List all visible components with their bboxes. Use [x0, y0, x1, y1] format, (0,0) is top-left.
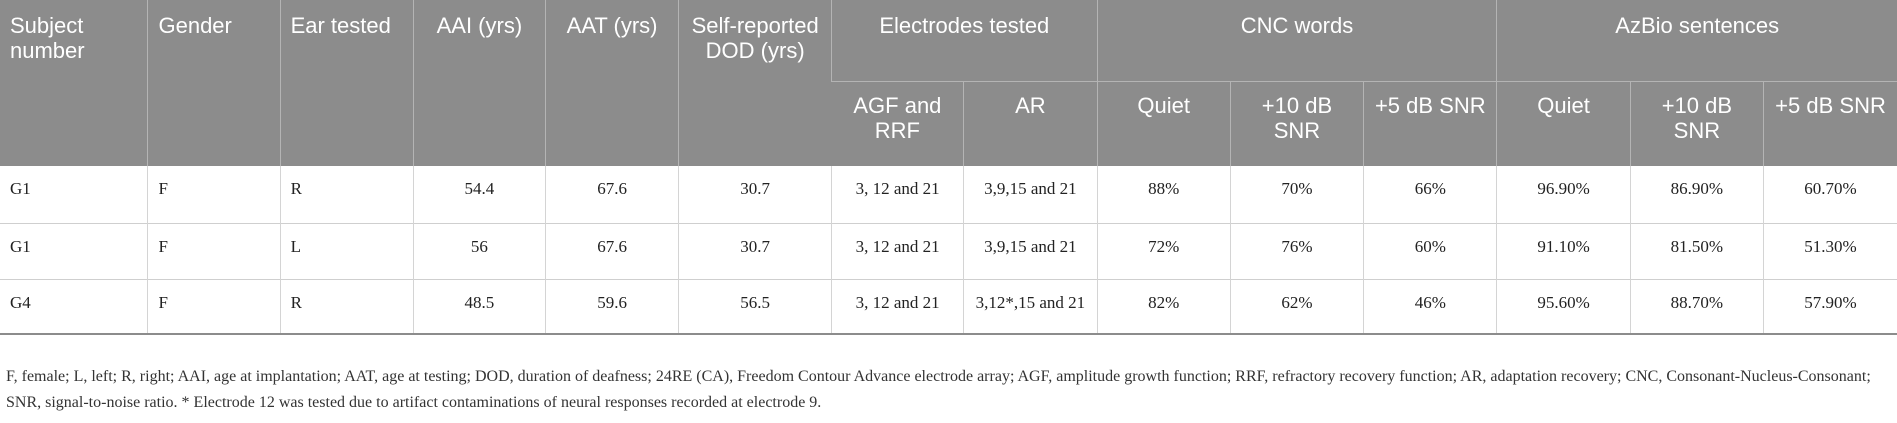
- header-ar: AR: [963, 80, 1098, 166]
- cell-azbio-quiet: 91.10%: [1496, 222, 1631, 279]
- cell-ear: R: [279, 166, 414, 223]
- cell-azbio-10db: 86.90%: [1629, 166, 1764, 223]
- cell-cnc-5db: 60%: [1363, 222, 1497, 279]
- cell-azbio-5db: 60.70%: [1763, 166, 1897, 223]
- cell-azbio-10db: 88.70%: [1629, 278, 1764, 335]
- table-row: G1 F R 54.4 67.6 30.7 3, 12 and 21 3,9,1…: [0, 166, 1897, 223]
- cell-dod: 30.7: [678, 166, 832, 223]
- cell-aat: 59.6: [544, 278, 679, 335]
- header-azbio-sentences: AzBio sentences: [1496, 0, 1897, 81]
- cell-cnc-10db: 76%: [1229, 222, 1364, 279]
- cell-agf-rrf: 3, 12 and 21: [831, 278, 964, 335]
- cell-azbio-5db: 57.90%: [1763, 278, 1897, 335]
- cell-aai: 56: [412, 222, 546, 279]
- cell-ar: 3,9,15 and 21: [963, 166, 1098, 223]
- header-dod: Self-reported DOD (yrs): [678, 0, 832, 166]
- table-body: G1 F R 54.4 67.6 30.7 3, 12 and 21 3,9,1…: [0, 166, 1897, 335]
- table-header: Subject number Gender Ear tested AAI (yr…: [0, 0, 1897, 166]
- cell-gender: F: [147, 166, 281, 223]
- header-cnc-5db: +5 dB SNR: [1363, 80, 1497, 166]
- cell-cnc-5db: 66%: [1363, 166, 1497, 223]
- cell-aai: 48.5: [412, 278, 546, 335]
- cell-agf-rrf: 3, 12 and 21: [831, 166, 964, 223]
- cell-ear: R: [279, 278, 414, 335]
- header-azbio-quiet: Quiet: [1496, 80, 1631, 166]
- header-gender: Gender: [147, 0, 281, 166]
- cell-ar: 3,12*,15 and 21: [963, 278, 1098, 335]
- cell-aat: 67.6: [544, 166, 679, 223]
- cell-azbio-10db: 81.50%: [1629, 222, 1764, 279]
- header-cnc-words: CNC words: [1096, 0, 1497, 81]
- table-container: Subject number Gender Ear tested AAI (yr…: [0, 0, 1897, 335]
- header-azbio-10db: +10 dB SNR: [1629, 80, 1764, 166]
- cell-aai: 54.4: [412, 166, 546, 223]
- cell-dod: 30.7: [678, 222, 832, 279]
- cell-cnc-quiet: 88%: [1096, 166, 1231, 223]
- header-cnc-quiet: Quiet: [1096, 80, 1231, 166]
- cell-subject: G1: [0, 222, 148, 279]
- data-table: Subject number Gender Ear tested AAI (yr…: [0, 0, 1897, 335]
- table-row: G1 F L 56 67.6 30.7 3, 12 and 21 3,9,15 …: [0, 222, 1897, 279]
- cell-ar: 3,9,15 and 21: [963, 222, 1098, 279]
- cell-agf-rrf: 3, 12 and 21: [831, 222, 964, 279]
- cell-cnc-quiet: 72%: [1096, 222, 1231, 279]
- cell-azbio-quiet: 95.60%: [1496, 278, 1631, 335]
- header-aat: AAT (yrs): [544, 0, 679, 166]
- cell-azbio-quiet: 96.90%: [1496, 166, 1631, 223]
- cell-dod: 56.5: [678, 278, 832, 335]
- cell-cnc-5db: 46%: [1363, 278, 1497, 335]
- header-aai: AAI (yrs): [412, 0, 546, 166]
- header-cnc-10db: +10 dB SNR: [1229, 80, 1364, 166]
- header-azbio-5db: +5 dB SNR: [1763, 80, 1897, 166]
- table-footnote: F, female; L, left; R, right; AAI, age a…: [6, 368, 1871, 411]
- cell-cnc-10db: 70%: [1229, 166, 1364, 223]
- cell-cnc-quiet: 82%: [1096, 278, 1231, 335]
- header-ear-tested: Ear tested: [279, 0, 414, 166]
- header-electrodes-tested: Electrodes tested: [831, 0, 1098, 81]
- header-subject-number: Subject number: [0, 0, 148, 166]
- cell-subject: G4: [0, 278, 148, 335]
- cell-cnc-10db: 62%: [1229, 278, 1364, 335]
- header-agf-rrf: AGF and RRF: [831, 80, 964, 166]
- cell-gender: F: [147, 278, 281, 335]
- cell-gender: F: [147, 222, 281, 279]
- cell-subject: G1: [10, 179, 31, 198]
- cell-azbio-5db: 51.30%: [1763, 222, 1897, 279]
- cell-ear: L: [279, 222, 414, 279]
- cell-aat: 67.6: [544, 222, 679, 279]
- table-row: G4 F R 48.5 59.6 56.5 3, 12 and 21 3,12*…: [0, 278, 1897, 335]
